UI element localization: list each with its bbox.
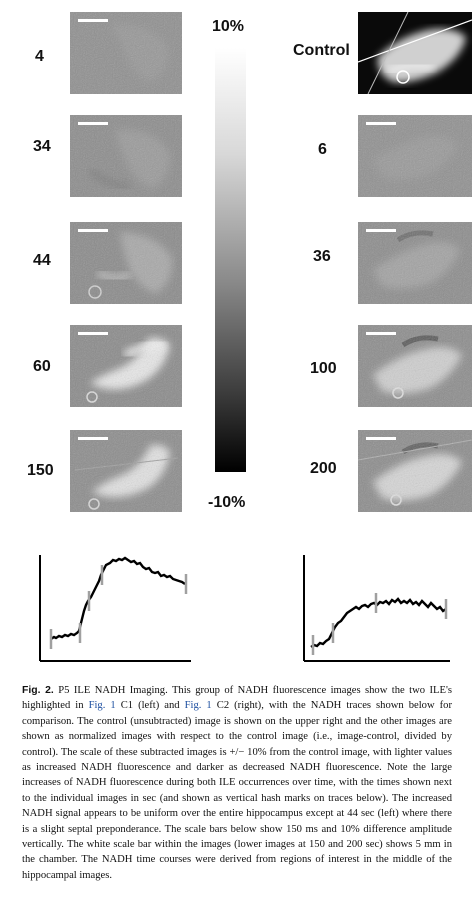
scale-bar [78, 332, 108, 335]
figure-reference-link-1[interactable]: Fig. 1 [88, 700, 116, 712]
nadh-trace-right [303, 555, 450, 662]
scale-bar [78, 122, 108, 125]
nadh-trace-left [39, 555, 191, 662]
scale-bar [78, 19, 108, 22]
scale-bar [78, 437, 108, 440]
nadh-image-right-36 [358, 222, 472, 304]
scale-bar [366, 122, 396, 125]
scale-bar [78, 229, 108, 232]
scale-bar [366, 332, 396, 335]
trace-line [50, 556, 186, 640]
time-label-right-36: 36 [313, 248, 331, 265]
time-label-left-150: 150 [27, 462, 54, 479]
nadh-image-right-100 [358, 325, 472, 407]
nadh-image-right-6 [358, 115, 472, 197]
nadh-image-left-4 [70, 12, 182, 94]
figure-reference-link-2[interactable]: Fig. 1 [184, 700, 212, 712]
nadh-image-left-34 [70, 115, 182, 197]
nadh-control-image [358, 12, 472, 94]
figure-title: P5 ILE NADH Imaging. [58, 685, 168, 696]
caption-text-2: C1 (left) and [120, 700, 180, 712]
nadh-image-left-44 [70, 222, 182, 304]
nadh-image-left-150 [70, 430, 182, 512]
time-label-right-200: 200 [310, 460, 337, 477]
time-label-left-44: 44 [33, 252, 51, 269]
trace-line [310, 597, 447, 648]
figure-label: Fig. 2. [22, 685, 54, 696]
scale-bottom-label: -10% [208, 494, 246, 511]
time-label-right-control: Control [293, 42, 350, 59]
nadh-image-left-60 [70, 325, 182, 407]
time-label-left-60: 60 [33, 358, 51, 375]
scale-top-label: 10% [212, 18, 245, 35]
time-label-left-34: 34 [33, 138, 51, 155]
nadh-image-right-200 [358, 430, 472, 512]
time-label-left-4: 4 [35, 48, 44, 65]
scale-bar [366, 437, 396, 440]
time-label-right-6: 6 [318, 141, 327, 158]
color-scale-bar [215, 48, 246, 472]
caption-text-3: C2 (right), with the NADH traces shown b… [22, 700, 453, 881]
figure-caption: Fig. 2. P5 ILE NADH Imaging. This group … [22, 683, 452, 883]
scale-bar [366, 229, 396, 232]
time-label-right-100: 100 [310, 360, 337, 377]
caption-text-1: This group of NADH fluorescence images s… [22, 685, 452, 712]
